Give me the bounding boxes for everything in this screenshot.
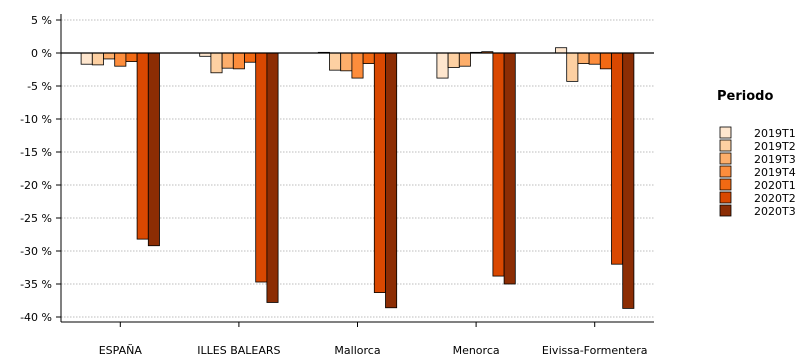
bar [611,52,624,265]
y-tick-label: -30 % [20,245,52,258]
bar [221,52,234,69]
legend: Periodo 2019T12019T22019T32019T42020T120… [717,89,796,218]
legend-swatch [719,126,732,139]
bar [91,52,104,66]
bar [210,52,223,74]
bar [458,52,471,67]
bar [588,52,601,65]
bar [436,52,449,79]
bar [244,52,257,63]
bar [147,52,160,247]
bar [577,52,590,64]
bar [329,52,342,71]
y-tick-label: -40 % [20,311,52,324]
bar [385,52,398,309]
y-tick-label: -5 % [27,80,52,93]
legend-entry: 2020T1 [754,179,796,192]
bar [351,52,364,79]
bar [373,52,386,293]
bar [566,52,579,82]
bar [555,47,568,54]
x-tick-label: Menorca [453,344,500,356]
legend-swatch [719,191,732,204]
bar [80,52,93,65]
y-tick-label: -10 % [20,113,52,126]
bar [125,52,138,62]
x-tick-label: Mallorca [334,344,380,356]
x-tick-label: Eivissa-Formentera [542,344,648,356]
legend-swatch [719,165,732,178]
axes: 5 % 0 % -5 % -10 % -15 % -20 % -25 % -30 % -35 %… [20,14,654,356]
legend-swatch [719,178,732,191]
bar [232,52,245,70]
bar [255,52,268,283]
y-tick-label: -35 % [20,278,52,291]
bar [362,52,375,64]
bar [136,52,149,240]
bar [622,52,635,309]
bar [266,52,279,303]
legend-title: Periodo [717,89,773,104]
legend-entry: 2020T2 [754,192,796,205]
bar [103,52,116,60]
bar [340,52,353,72]
x-tick-label: ESPAÑA [99,344,143,356]
bar [599,52,612,70]
y-tick-label: 5 % [31,14,52,27]
y-tick-label: -25 % [20,212,52,225]
legend-swatch [719,204,732,217]
bar [492,52,505,277]
legend-entry: 2019T3 [754,153,796,166]
legend-entry: 2020T3 [754,205,796,218]
legend-entry: 2019T4 [754,166,796,179]
legend-entry: 2019T1 [754,127,796,140]
bar [503,52,516,285]
legend-swatch [719,152,732,165]
bar [447,52,460,68]
y-tick-label: -20 % [20,179,52,192]
legend-entry: 2019T2 [754,140,796,153]
bars [80,47,635,309]
legend-swatch [719,139,732,152]
y-tick-label: 0 % [31,47,52,60]
x-tick-label: ILLES BALEARS [197,344,280,356]
y-tick-label: -15 % [20,146,52,159]
bar [114,52,127,67]
